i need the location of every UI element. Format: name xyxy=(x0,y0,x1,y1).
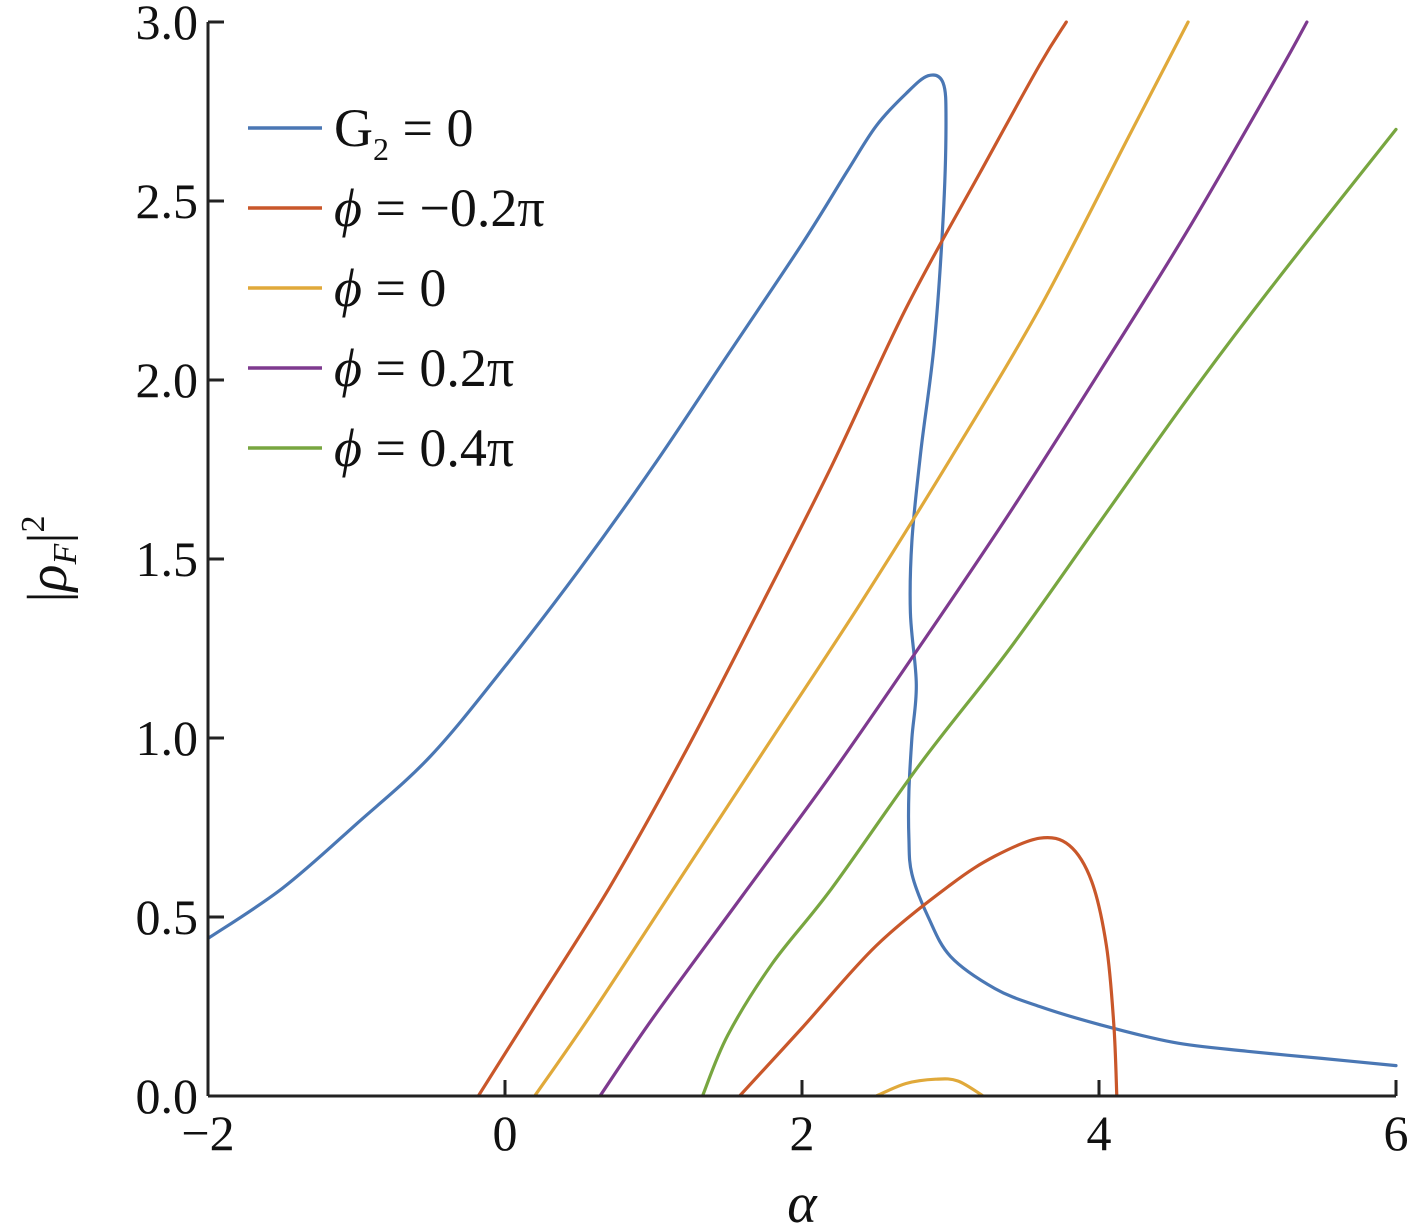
legend-label-symbol: G xyxy=(334,98,373,158)
x-tick-label: 6 xyxy=(1384,1105,1409,1161)
y-axis-label-subscript: F xyxy=(47,542,84,565)
y-axis-label-bar-left: | xyxy=(17,591,79,602)
series-line-0 xyxy=(208,73,1398,1068)
y-tick-label: 0.5 xyxy=(136,889,199,945)
series-line-3 xyxy=(598,20,1309,1096)
legend-label-rest: = 0 xyxy=(389,98,473,158)
legend-label-subscript: 2 xyxy=(373,131,389,167)
y-ticks: 0.0 0.5 1.0 1.5 2.0 2.5 3.0 xyxy=(136,0,224,1124)
y-axis-label-base: ρ xyxy=(17,564,79,593)
legend-label-rest: = 0.2π xyxy=(362,338,514,398)
legend: G2 = 0ϕ = −0.2πϕ = 0ϕ = 0.2πϕ = 0.4π xyxy=(248,98,545,478)
series-line-2 xyxy=(533,20,1190,1096)
series-line-4 xyxy=(700,127,1398,1096)
series-line-1 xyxy=(476,20,1068,1096)
x-tick-label: 0 xyxy=(493,1105,518,1161)
legend-label-symbol: ϕ xyxy=(334,338,362,398)
series-layer xyxy=(208,20,1398,1096)
legend-label: ϕ = 0.2π xyxy=(334,338,514,398)
y-tick-label: 1.0 xyxy=(136,710,199,766)
y-axis-label: |ρF|2 xyxy=(15,515,84,602)
y-tick-label: 1.5 xyxy=(136,531,199,587)
legend-label-rest: = −0.2π xyxy=(362,178,545,238)
x-tick-label: 4 xyxy=(1087,1105,1112,1161)
legend-label: ϕ = 0 xyxy=(334,258,446,318)
y-axis-label-bar-right: | xyxy=(17,532,79,543)
x-tick-label: −2 xyxy=(181,1105,234,1161)
series-line-1-lower-branch xyxy=(738,835,1119,1096)
y-tick-label: 0.0 xyxy=(136,1068,199,1124)
legend-label-rest: = 0 xyxy=(362,258,446,318)
series-line-2-lower-branch xyxy=(874,1077,985,1096)
y-tick-label: 2.5 xyxy=(136,173,199,229)
y-tick-label: 2.0 xyxy=(136,352,199,408)
legend-label: G2 = 0 xyxy=(334,98,473,167)
legend-label: ϕ = 0.4π xyxy=(334,418,514,478)
legend-label: ϕ = −0.2π xyxy=(334,178,545,238)
x-tick-label: 2 xyxy=(790,1105,815,1161)
legend-label-symbol: ϕ xyxy=(334,178,362,238)
legend-label-rest: = 0.4π xyxy=(362,418,514,478)
legend-label-symbol: ϕ xyxy=(334,418,362,478)
x-ticks: −2 0 2 4 6 xyxy=(181,1080,1409,1161)
legend-label-symbol: ϕ xyxy=(334,258,362,318)
y-axis-label-superscript: 2 xyxy=(15,515,52,532)
x-axis-label: α xyxy=(787,1173,818,1231)
y-tick-label: 3.0 xyxy=(136,0,199,50)
